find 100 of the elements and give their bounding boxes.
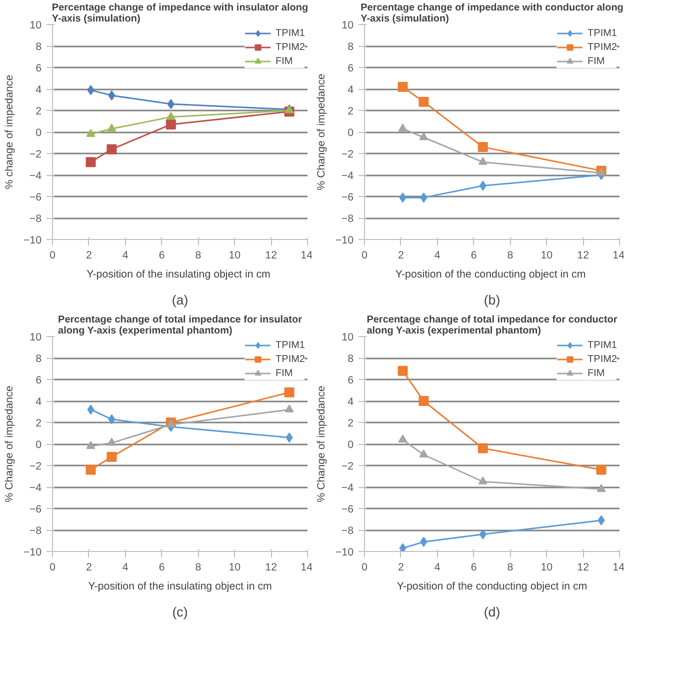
x-tick-label: 10 xyxy=(228,562,241,574)
y-tick-label: 10 xyxy=(30,332,42,344)
point xyxy=(596,464,606,475)
y-tick-label: 10 xyxy=(342,20,354,32)
y-tick-label: 2 xyxy=(348,418,354,430)
x-axis-title: Y-position of the insulating object in cm xyxy=(86,268,271,280)
y-tick-label: −4 xyxy=(29,482,42,494)
x-tick-label: 12 xyxy=(577,250,590,262)
x-tick-label: 6 xyxy=(158,250,165,262)
legend-label: FIM xyxy=(276,366,294,380)
point xyxy=(286,432,293,443)
x-tick-label: 8 xyxy=(507,250,514,262)
point xyxy=(284,387,294,398)
point xyxy=(399,192,406,203)
chart-title: Percentage change of total impedance for insulator along Y-axis (experimental phantom) xyxy=(58,314,302,336)
x-tick-label: 4 xyxy=(122,562,128,574)
point xyxy=(86,441,96,449)
x-tick-label: 10 xyxy=(228,250,241,262)
point xyxy=(87,85,94,96)
point xyxy=(107,124,116,132)
y-tick-label: −2 xyxy=(29,148,42,160)
y-tick-label: 4 xyxy=(348,396,354,408)
point xyxy=(166,119,176,130)
point xyxy=(598,515,605,526)
x-tick-label: 2 xyxy=(86,250,92,262)
legend-label: TPIM1 xyxy=(276,338,305,352)
y-tick-label: −8 xyxy=(29,213,42,225)
y-tick-label: 6 xyxy=(348,62,354,74)
x-tick-label: 14 xyxy=(300,250,313,262)
point xyxy=(399,543,406,552)
y-tick-label: −8 xyxy=(341,213,354,225)
point xyxy=(166,112,176,120)
y-tick-label: 0 xyxy=(36,127,42,139)
point xyxy=(478,156,488,165)
legend-label: TPIM2 xyxy=(276,352,305,366)
x-axis-title: Y-position of the insulating object in cm xyxy=(88,580,272,592)
x-tick-label: 12 xyxy=(265,250,278,262)
y-tick-label: −4 xyxy=(341,482,354,494)
legend-label: TPIM2 xyxy=(588,352,617,366)
y-tick-label: 4 xyxy=(36,396,42,408)
y-tick-label: −6 xyxy=(341,504,354,516)
y-axis-title: % change of impedance xyxy=(3,74,16,190)
point xyxy=(398,82,408,92)
legend-label: TPIM1 xyxy=(276,26,305,40)
x-tick-label: 0 xyxy=(362,562,368,574)
y-tick-label: −6 xyxy=(29,504,42,516)
chart-title: Percentage change of impedance with conductor along Y-axis (simulation) xyxy=(360,2,624,24)
point xyxy=(596,484,606,492)
point xyxy=(478,443,488,454)
y-tick-label: 10 xyxy=(342,332,354,344)
y-tick-label: −10 xyxy=(335,234,354,246)
y-tick-label: 8 xyxy=(348,41,354,53)
x-tick-label: 0 xyxy=(362,250,368,262)
x-tick-label: 8 xyxy=(195,250,202,262)
point xyxy=(106,144,117,154)
x-tick-label: 4 xyxy=(122,250,128,262)
point xyxy=(167,99,174,110)
y-axis-title: % Change of impedance xyxy=(3,386,16,502)
point xyxy=(478,476,488,484)
y-tick-label: 6 xyxy=(36,374,42,386)
y-tick-label: −4 xyxy=(341,170,354,182)
point xyxy=(86,157,96,168)
point xyxy=(108,90,116,100)
point xyxy=(479,529,486,540)
x-tick-label: 6 xyxy=(470,250,477,262)
x-axis-title: Y-position of the conducting object in cm xyxy=(395,268,586,280)
text: (a) xyxy=(172,292,188,308)
y-tick-label: 8 xyxy=(36,41,42,53)
chart-title: Percentage change of total impedance for conductor along Y-axis (experimental phantom) xyxy=(366,314,618,336)
y-tick-label: −10 xyxy=(335,546,354,558)
x-tick-label: 4 xyxy=(434,250,440,262)
legend-label: TPIM2 xyxy=(276,40,305,54)
x-tick-label: 12 xyxy=(265,562,278,574)
y-tick-label: −2 xyxy=(341,148,354,160)
y-tick-label: −6 xyxy=(341,192,354,204)
y-tick-label: −10 xyxy=(23,546,42,558)
legend-label: FIM xyxy=(588,54,606,68)
text: (d) xyxy=(484,604,500,620)
legend-label: TPIM1 xyxy=(588,26,617,40)
y-tick-label: −2 xyxy=(29,460,42,472)
y-tick-label: −10 xyxy=(23,234,42,246)
y-tick-label: 2 xyxy=(36,418,42,430)
y-tick-label: 2 xyxy=(348,106,354,118)
legend-label: TPIM2 xyxy=(588,40,617,54)
y-tick-label: 4 xyxy=(348,84,354,96)
point xyxy=(107,438,116,446)
y-tick-label: 0 xyxy=(348,439,354,451)
point xyxy=(398,434,408,443)
x-axis-title: Y-position of the conducting object in cm xyxy=(396,580,588,592)
y-tick-label: −8 xyxy=(29,525,42,537)
text: (c) xyxy=(172,604,188,620)
x-tick-label: 2 xyxy=(398,562,404,574)
y-tick-label: 6 xyxy=(348,374,354,386)
x-tick-label: 8 xyxy=(507,562,514,574)
point xyxy=(87,404,94,415)
y-axis-title: % Change of impedance xyxy=(315,386,328,502)
point xyxy=(108,414,116,424)
x-tick-label: 6 xyxy=(470,562,477,574)
x-tick-label: 8 xyxy=(195,562,202,574)
legend-label: FIM xyxy=(588,366,606,380)
